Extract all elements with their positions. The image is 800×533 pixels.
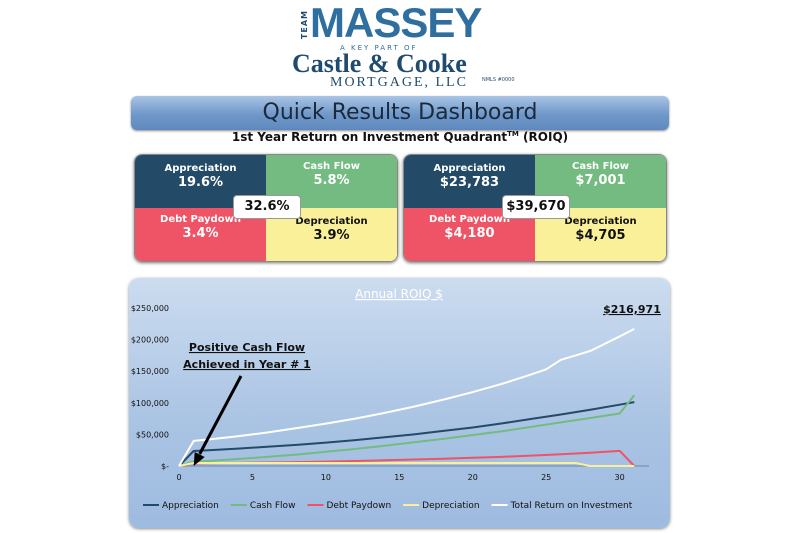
roiq-percent-quadrant: Appreciation 19.6% Cash Flow 5.8% Debt P…	[134, 154, 398, 262]
chart-legend: Appreciation Cash Flow Debt Paydown Depreci…	[143, 501, 633, 511]
legend-label: Depreciation	[422, 501, 479, 511]
y-tick-label: $-	[161, 462, 169, 471]
y-tick-label: $250,000	[131, 304, 169, 313]
annotation-line2: Achieved in Year # 1	[183, 358, 311, 371]
legend-label: Debt Paydown	[326, 501, 391, 511]
logo-company-sub: MORTGAGE, LLC	[330, 75, 468, 90]
company-logo: TEAM MASSEY A KEY PART OF Castle & Cooke…	[260, 0, 540, 92]
dollar-depreciation-label: Depreciation	[564, 216, 637, 227]
chart-title: Annual ROIQ $	[355, 287, 443, 301]
dollar-appreciation-value: $23,783	[439, 175, 500, 190]
subtitle-text: 1st Year Return on Investment Quadrant	[231, 130, 508, 144]
annotation-arrow-head	[193, 452, 205, 466]
annotation-group: Positive Cash Flow Achieved in Year # 1	[183, 341, 311, 466]
subtitle-tm: TM	[507, 130, 519, 138]
annual-roiq-chart: Annual ROIQ $ $-$50,000$100,000$150,000$…	[131, 287, 661, 511]
annual-roiq-chart-panel: Annual ROIQ $ $- $50,000 $100,000 $150,000 $…	[129, 278, 670, 528]
percent-appreciation-value: 19.6%	[177, 175, 224, 190]
x-tick-label: 30	[615, 473, 625, 482]
x-tick-label: 15	[394, 473, 404, 482]
series-line-depreciation	[178, 462, 635, 467]
percent-total-badge: 32.6%	[233, 195, 301, 219]
percent-debt-paydown-value: 3.4%	[182, 226, 219, 241]
logo-massey: MASSEY	[310, 0, 482, 46]
dollar-debt-paydown-label: Debt Paydown	[429, 214, 510, 225]
series-line-total-return-on-investment	[178, 327, 635, 467]
percent-appreciation-label: Appreciation	[164, 163, 237, 174]
logo-team: TEAM	[300, 10, 309, 40]
legend-label: Cash Flow	[250, 501, 296, 511]
x-tick-label: 5	[250, 473, 255, 482]
x-tick-label: 20	[468, 473, 478, 482]
roiq-dollar-quadrant: Appreciation $23,783 Cash Flow $7,001 De…	[403, 154, 667, 262]
dollar-appreciation-label: Appreciation	[433, 163, 506, 174]
logo-tagline: A KEY PART OF	[340, 44, 418, 52]
subtitle-suffix: (ROIQ)	[518, 130, 569, 144]
roiq-subtitle: 1st Year Return on Investment QuadrantTM…	[131, 130, 669, 144]
y-axis: $- $50,000 $100,000 $150,000 $200,000 $250,00…	[131, 304, 649, 471]
x-tick-label: 25	[541, 473, 551, 482]
dollar-cash-flow-value: $7,001	[575, 173, 626, 188]
dollar-depreciation-value: $4,705	[575, 228, 626, 243]
dollar-debt-paydown-value: $4,180	[444, 226, 495, 241]
legend-label: Appreciation	[162, 501, 219, 511]
dollar-cash-flow-label: Cash Flow	[571, 161, 629, 172]
percent-depreciation-value: 3.9%	[313, 228, 350, 243]
logo-company: Castle & Cooke	[292, 49, 467, 78]
legend-label: Total Return on Investment	[510, 501, 633, 511]
percent-cash-flow-label: Cash Flow	[302, 161, 360, 172]
x-axis: 0 5 10 15 20 25 30	[176, 473, 624, 482]
dashboard-banner: Quick Results Dashboard	[131, 96, 669, 130]
percent-cash-flow-value: 5.8%	[313, 173, 350, 188]
banner-title: Quick Results Dashboard	[262, 100, 538, 125]
percent-debt-paydown-label: Debt Paydown	[160, 214, 241, 225]
y-tick-label: $150,000	[131, 367, 169, 376]
logo-nmls: NMLS #0000	[482, 77, 515, 83]
y-tick-label: $100,000	[131, 399, 169, 408]
dollar-total-badge: $39,670	[502, 195, 570, 219]
annotation-line1: Positive Cash Flow	[189, 341, 305, 354]
end-value-label: $216,971	[603, 303, 661, 316]
percent-depreciation-label: Depreciation	[295, 216, 368, 227]
x-tick-label: 0	[176, 473, 181, 482]
y-tick-label: $50,000	[136, 430, 169, 439]
y-tick-label: $200,000	[131, 336, 169, 345]
series-lines	[178, 327, 636, 467]
x-tick-label: 10	[321, 473, 331, 482]
series-line-cash-flow	[178, 394, 636, 467]
annotation-arrow	[198, 375, 243, 455]
series-line-appreciation	[178, 401, 635, 467]
